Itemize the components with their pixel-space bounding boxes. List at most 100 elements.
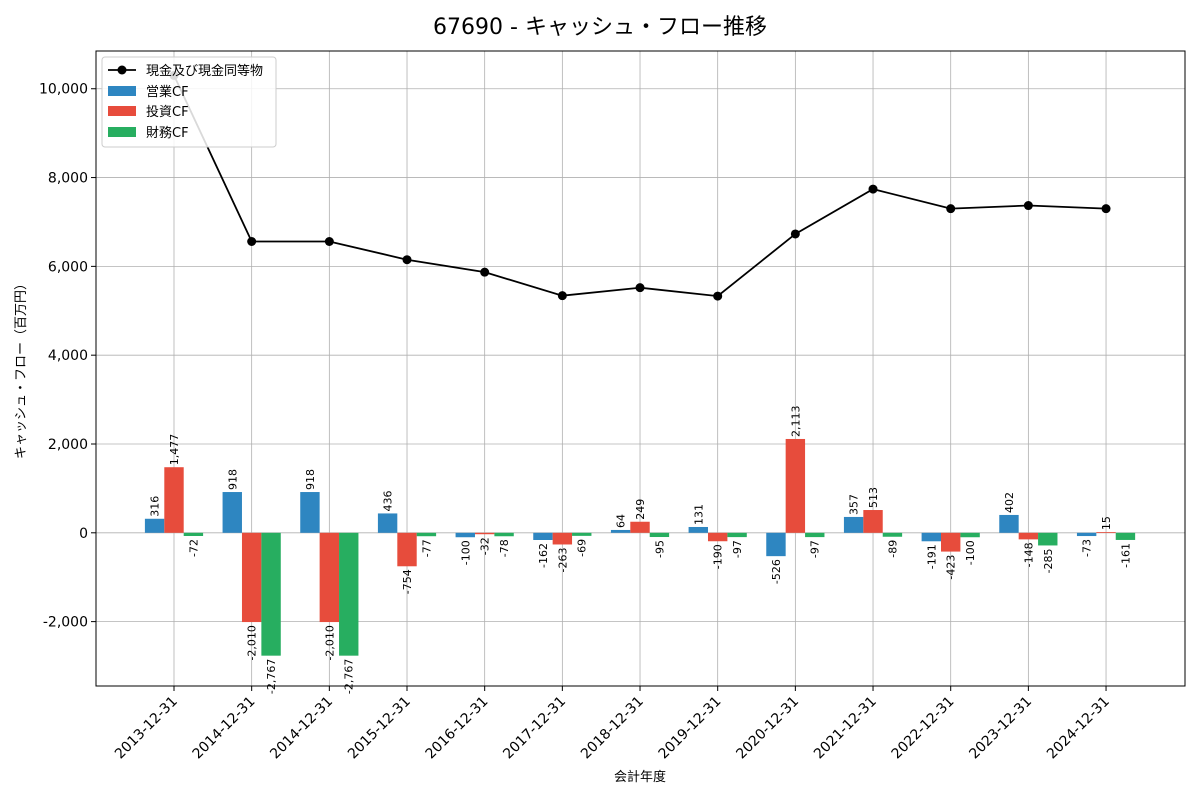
bar-investing xyxy=(552,532,573,545)
bar-financing xyxy=(572,532,592,536)
legend-swatch-investing xyxy=(108,106,136,116)
legend-label-operating: 営業CF xyxy=(146,84,189,100)
cash-line-point xyxy=(790,229,800,239)
bar-financing xyxy=(183,532,204,536)
cash-line-point xyxy=(713,291,723,301)
bar-investing xyxy=(164,467,184,533)
bar-operating xyxy=(766,532,786,557)
bar-operating xyxy=(921,532,941,542)
bar-financing xyxy=(882,532,903,537)
cash-line-point xyxy=(1101,204,1111,214)
bar-financing xyxy=(1038,532,1058,546)
bar-value-label: 64 xyxy=(615,514,628,528)
bar-value-label: -2,767 xyxy=(343,659,356,694)
bar-operating xyxy=(999,514,1019,533)
bar-value-label: 357 xyxy=(848,494,861,515)
bar-value-label: -162 xyxy=(537,543,550,568)
bar-financing xyxy=(416,532,437,537)
y-tick-label: 10,000 xyxy=(39,82,88,98)
x-tick-label: 2014-12-31 xyxy=(267,694,336,763)
bar-investing xyxy=(707,532,728,542)
bar-value-label: -73 xyxy=(1081,539,1094,557)
bar-value-label: 436 xyxy=(382,490,395,511)
bar-financing xyxy=(339,532,359,656)
bar-investing xyxy=(630,521,650,533)
bar-investing xyxy=(1018,532,1039,540)
cash-line-point xyxy=(1023,201,1033,211)
bar-value-label: -526 xyxy=(770,559,783,584)
x-tick-label: 2018-12-31 xyxy=(578,694,647,763)
cash-line xyxy=(169,70,1111,301)
bar-value-label: 2,113 xyxy=(789,405,802,437)
cash-line-point xyxy=(324,237,334,246)
bar-value-label: 918 xyxy=(226,469,239,490)
bar-value-label: 249 xyxy=(634,499,647,520)
bar-investing xyxy=(1096,532,1116,533)
legend-box xyxy=(101,56,277,148)
bar-value-label: 1,477 xyxy=(168,434,181,466)
bar-value-label: 918 xyxy=(304,469,317,490)
bar-investing xyxy=(474,532,495,535)
bar-value-label: 15 xyxy=(1100,516,1113,530)
x-axis-label: 会計年度 xyxy=(614,769,666,785)
cash-line-point xyxy=(635,283,645,293)
cash-line-point xyxy=(868,184,878,194)
bar-investing xyxy=(241,532,262,623)
bar-value-label: -754 xyxy=(401,569,414,594)
bar-value-label: -32 xyxy=(479,537,492,555)
bar-financing xyxy=(727,532,747,538)
bar-value-label: -95 xyxy=(653,540,666,558)
bar-value-label: -2,767 xyxy=(265,659,278,694)
y-axis-label: キャッシュ・フロー（百万円） xyxy=(14,277,29,459)
bar-investing xyxy=(785,438,806,533)
bar-value-label: 513 xyxy=(867,487,880,508)
bar-investing xyxy=(941,532,961,552)
y-axis-ticks: -2,000 0 2,000 4,000 6,000 8,000 10,000 xyxy=(39,82,96,631)
bar-operating xyxy=(533,532,553,540)
legend-label-cash: 現金及び現金同等物 xyxy=(146,63,263,79)
bar-operating xyxy=(222,492,242,533)
bar-value-label: -190 xyxy=(712,544,725,569)
bar-operating xyxy=(300,492,320,533)
legend-swatch-operating xyxy=(108,86,136,96)
legend-label-financing: 財務CF xyxy=(146,126,189,141)
x-tick-label: 2021-12-31 xyxy=(811,694,880,763)
legend-line-dot xyxy=(117,65,127,75)
bar-value-label: -285 xyxy=(1042,548,1055,573)
bar-investing xyxy=(319,532,340,623)
bar-value-label: -77 xyxy=(420,539,433,557)
bar-financing xyxy=(649,532,670,538)
bar-value-label: -423 xyxy=(945,555,958,580)
bar-value-label: -78 xyxy=(498,539,511,557)
bar-value-label: -161 xyxy=(1119,543,1132,568)
cash-line-point xyxy=(402,255,412,265)
bar-value-label: -97 xyxy=(809,540,822,558)
bar-value-label: -148 xyxy=(1022,542,1035,567)
y-tick-label: 2,000 xyxy=(48,437,88,453)
bar-labels: 316 918 918 436 -100 -162 64 131 -526 357 -191 402 -… xyxy=(149,405,1133,694)
bar-value-label: -2,010 xyxy=(246,625,259,660)
bar-financing xyxy=(960,532,980,538)
y-tick-label: 0 xyxy=(79,526,88,542)
bar-operating xyxy=(1076,532,1097,537)
cash-line-point xyxy=(946,204,956,214)
bar-value-label: -100 xyxy=(459,540,472,565)
bar-operating xyxy=(144,518,165,533)
x-tick-label: 2022-12-31 xyxy=(889,694,958,763)
x-tick-label: 2019-12-31 xyxy=(656,694,725,763)
bar-investing xyxy=(397,532,417,567)
x-tick-label: 2016-12-31 xyxy=(423,694,492,763)
y-tick-label: 8,000 xyxy=(48,171,88,187)
legend-label-investing: 投資CF xyxy=(146,104,189,120)
cash-line-point xyxy=(247,237,257,246)
bar-operating xyxy=(610,529,631,533)
bar-value-label: -100 xyxy=(964,540,977,565)
y-tick-label: 6,000 xyxy=(48,259,88,275)
bar-operating xyxy=(688,526,708,533)
bar-value-label: -72 xyxy=(187,539,200,557)
y-tick-label: 4,000 xyxy=(48,348,88,364)
y-tick-label: -2,000 xyxy=(43,615,88,631)
bar-value-label: 131 xyxy=(692,504,705,525)
cash-line-point xyxy=(480,267,490,277)
